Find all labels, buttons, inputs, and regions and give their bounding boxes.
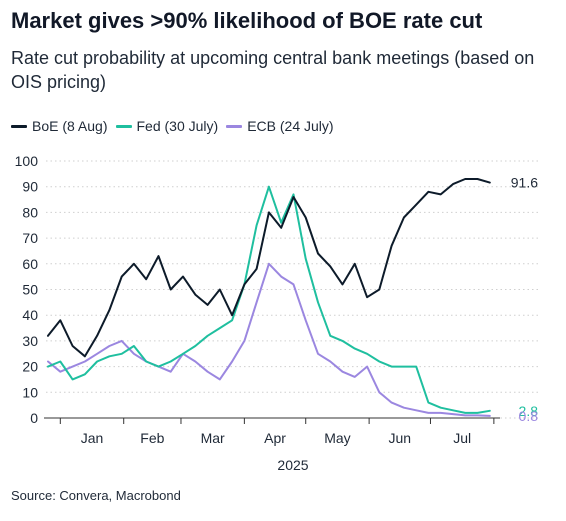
- chart-subtitle: Rate cut probability at upcoming central…: [11, 48, 535, 92]
- y-tick-label: 20: [22, 359, 38, 375]
- x-tick-label: Mar: [201, 430, 225, 446]
- x-axis-year-label: 2025: [277, 457, 308, 473]
- y-tick-label: 40: [22, 307, 38, 323]
- legend-swatch-boe: [11, 124, 27, 128]
- series-line-boe: [47, 178, 491, 358]
- chart-title: Market gives >90% likelihood of BOE rate…: [11, 8, 483, 33]
- y-tick-label: 100: [15, 153, 39, 169]
- legend-item-fed: Fed (30 July): [115, 118, 219, 134]
- legend: BoE (8 Aug) Fed (30 July) ECB (24 July): [11, 118, 334, 134]
- x-tick-label: Apr: [264, 430, 286, 446]
- x-tick-label: Jun: [389, 430, 412, 446]
- x-tick-label: Feb: [140, 430, 164, 446]
- y-axis: 0 10 20 30 40 50 60 70 80 90 100: [15, 153, 39, 426]
- legend-label-boe: BoE (8 Aug): [32, 118, 108, 134]
- x-tick-label: May: [324, 430, 350, 446]
- source-note: Source: Convera, Macrobond: [11, 488, 181, 503]
- series-lines: [47, 178, 491, 417]
- legend-item-ecb: ECB (24 July): [226, 118, 334, 134]
- series-line-ecb: [47, 262, 491, 417]
- y-tick-label: 60: [22, 256, 38, 272]
- end-labels: 91.6 2.80.8: [511, 175, 538, 424]
- y-tick-label: 90: [22, 179, 38, 195]
- y-tick-label: 10: [22, 384, 38, 400]
- legend-label-fed: Fed (30 July): [136, 118, 219, 134]
- y-tick-label: 0: [30, 410, 38, 426]
- y-tick-label: 80: [22, 204, 38, 220]
- end-label-ecb: 0.8: [519, 408, 539, 424]
- y-tick-label: 30: [22, 333, 38, 349]
- legend-swatch-ecb: [226, 124, 243, 128]
- y-tick-label: 70: [22, 230, 38, 246]
- end-label-fed: 2.8: [519, 403, 539, 419]
- line-chart: 0 10 20 30 40 50 60 70 80 90 100 Jan Feb Mar Apr May Ju…: [15, 153, 540, 473]
- legend-swatch-fed: [115, 124, 132, 128]
- series-line-fed: [47, 185, 491, 414]
- legend-item-boe: BoE (8 Aug): [11, 118, 108, 134]
- y-tick-label: 50: [22, 282, 38, 298]
- x-tick-label: Jul: [453, 430, 471, 446]
- end-label-boe: 91.6: [511, 175, 538, 191]
- legend-label-ecb: ECB (24 July): [247, 118, 334, 134]
- x-axis: Jan Feb Mar Apr May Jun Jul 2025: [44, 417, 500, 473]
- x-tick-label: Jan: [81, 430, 104, 446]
